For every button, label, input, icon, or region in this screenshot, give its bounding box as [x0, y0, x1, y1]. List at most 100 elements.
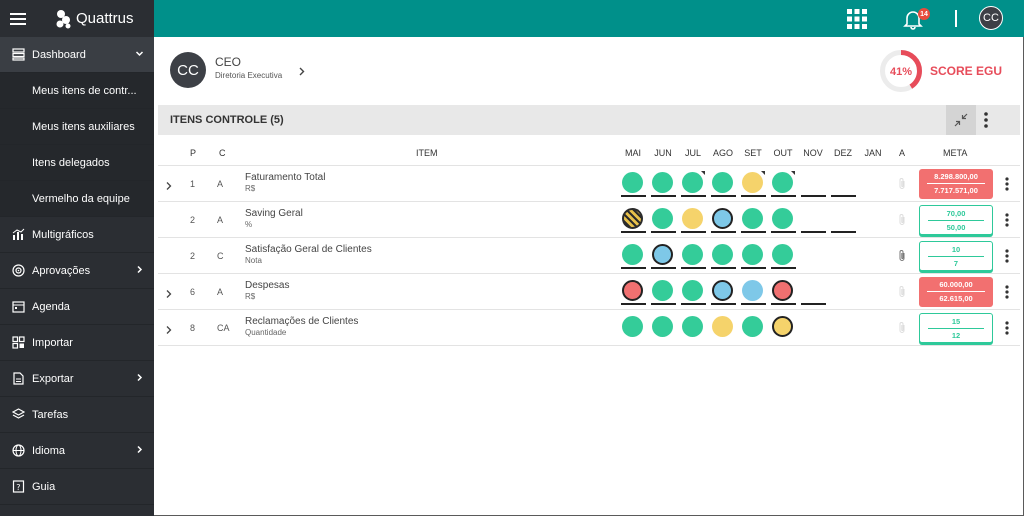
status-dot-green[interactable] [622, 316, 643, 337]
table-row[interactable] [158, 274, 1020, 310]
sidebar-item-meus-itens-controle[interactable]: Meus itens de contr... [0, 73, 154, 109]
row-more-vertical-icon[interactable] [1005, 213, 1009, 232]
status-dot-green[interactable] [622, 172, 643, 193]
status-dot-lightblue[interactable] [742, 280, 763, 301]
month-underline [621, 231, 646, 233]
status-dot-green[interactable] [712, 172, 733, 193]
attachment-icon[interactable] [898, 285, 906, 303]
status-dot-blue[interactable] [712, 280, 733, 301]
sidebar-item-label: Tarefas [32, 408, 69, 421]
status-dot-blue[interactable] [712, 208, 733, 229]
collapse-icon[interactable] [946, 105, 976, 135]
menu-icon[interactable] [0, 0, 36, 37]
status-dot-green[interactable] [772, 172, 793, 193]
sidebar-item-aprovacoes[interactable]: Aprovações [0, 253, 154, 289]
status-dot-green[interactable] [772, 244, 793, 265]
status-dot-green[interactable] [652, 280, 673, 301]
class-cell: A [217, 287, 224, 297]
score-percent: 41% [890, 66, 912, 78]
status-dot-green[interactable] [742, 208, 763, 229]
status-dot-yellow[interactable] [682, 208, 703, 229]
meta-box[interactable]: 15 12 [919, 313, 993, 343]
item-name[interactable]: Satisfação Geral de Clientes [245, 244, 372, 255]
status-dot-green[interactable] [652, 316, 673, 337]
notification-bell-icon[interactable] [902, 8, 924, 35]
status-dot-green[interactable] [652, 208, 673, 229]
item-name[interactable]: Faturamento Total [245, 172, 326, 183]
sidebar-item-importar[interactable]: Importar [0, 325, 154, 361]
priority-cell: 8 [190, 323, 196, 333]
table-row[interactable] [158, 166, 1020, 202]
status-dot-green[interactable] [682, 244, 703, 265]
meta-divider [928, 328, 984, 329]
month-underline [651, 195, 676, 197]
item-name[interactable]: Despesas [245, 280, 290, 291]
profile-role[interactable]: CEO [215, 55, 242, 69]
sidebar-item-label: Aprovações [32, 264, 91, 277]
expand-row-icon[interactable] [165, 286, 173, 304]
status-dot-blue[interactable] [652, 244, 673, 265]
item-name[interactable]: Saving Geral [245, 208, 303, 219]
sidebar-item-tarefas[interactable]: Tarefas [0, 397, 154, 433]
status-dot-green[interactable] [742, 244, 763, 265]
attachment-icon[interactable] [898, 249, 906, 267]
sidebar-item-exportar[interactable]: Exportar [0, 361, 154, 397]
logo-bar: Quattrus [0, 0, 154, 37]
row-more-vertical-icon[interactable] [1005, 285, 1009, 304]
brand-logo[interactable]: Quattrus [56, 9, 134, 29]
attachment-icon[interactable] [898, 321, 906, 339]
sidebar-item-guia[interactable]: ? Guia [0, 469, 154, 505]
apps-grid-icon[interactable] [847, 9, 867, 34]
sidebar-item-vermelho-equipe[interactable]: Vermelho da equipe [0, 181, 154, 217]
dashboard-icon [11, 48, 25, 62]
comment-marker [761, 171, 765, 175]
row-more-vertical-icon[interactable] [1005, 177, 1009, 196]
meta-box[interactable]: 70,00 50,00 [919, 205, 993, 235]
meta-box[interactable]: 60.000,00 62.615,00 [919, 277, 993, 307]
profile-avatar[interactable]: CC [170, 52, 206, 88]
attachment-icon[interactable] [898, 177, 906, 195]
status-dot-striped[interactable] [622, 208, 643, 229]
attachment-icon[interactable] [898, 213, 906, 231]
row-more-vertical-icon[interactable] [1005, 249, 1009, 268]
month-underline [831, 231, 856, 233]
sidebar-item-itens-delegados[interactable]: Itens delegados [0, 145, 154, 181]
expand-row-icon[interactable] [165, 178, 173, 196]
status-dot-red[interactable] [622, 280, 643, 301]
calendar-icon [11, 300, 25, 314]
table-row[interactable] [158, 310, 1020, 346]
status-dot-green[interactable] [682, 172, 703, 193]
status-dot-green[interactable] [622, 244, 643, 265]
status-dot-green[interactable] [682, 316, 703, 337]
status-dot-green[interactable] [712, 244, 733, 265]
meta-box[interactable]: 8.298.800,00 7.717.571,00 [919, 169, 993, 199]
status-dot-yellow[interactable] [772, 316, 793, 337]
table-row[interactable] [158, 202, 1020, 238]
month-underline [801, 303, 826, 305]
status-dot-red[interactable] [772, 280, 793, 301]
row-more-vertical-icon[interactable] [1005, 321, 1009, 340]
chevron-right-icon[interactable] [297, 64, 306, 82]
expand-row-icon[interactable] [165, 322, 173, 340]
meta-target: 15 [951, 317, 961, 326]
meta-box[interactable]: 10 7 [919, 241, 993, 271]
status-dot-green[interactable] [652, 172, 673, 193]
month-underline [621, 303, 646, 305]
sidebar-item-meus-itens-auxiliares[interactable]: Meus itens auxiliares [0, 109, 154, 145]
sidebar-item-label: Dashboard [32, 48, 86, 61]
status-dot-green[interactable] [742, 316, 763, 337]
sidebar-item-idioma[interactable]: Idioma [0, 433, 154, 469]
more-vertical-icon[interactable] [984, 112, 988, 133]
status-dot-green[interactable] [682, 280, 703, 301]
status-dot-green[interactable] [772, 208, 793, 229]
status-dot-yellow[interactable] [712, 316, 733, 337]
chevron-right-icon [135, 373, 144, 385]
profile-department[interactable]: Diretoria Executiva [215, 71, 283, 80]
sidebar-item-agenda[interactable]: Agenda [0, 289, 154, 325]
table-row[interactable] [158, 238, 1020, 274]
status-dot-yellow[interactable] [742, 172, 763, 193]
item-name[interactable]: Reclamações de Clientes [245, 316, 359, 327]
sidebar-item-multigraficos[interactable]: Multigráficos [0, 217, 154, 253]
sidebar-item-dashboard[interactable]: Dashboard [0, 37, 154, 73]
user-avatar[interactable]: CC [979, 6, 1003, 30]
